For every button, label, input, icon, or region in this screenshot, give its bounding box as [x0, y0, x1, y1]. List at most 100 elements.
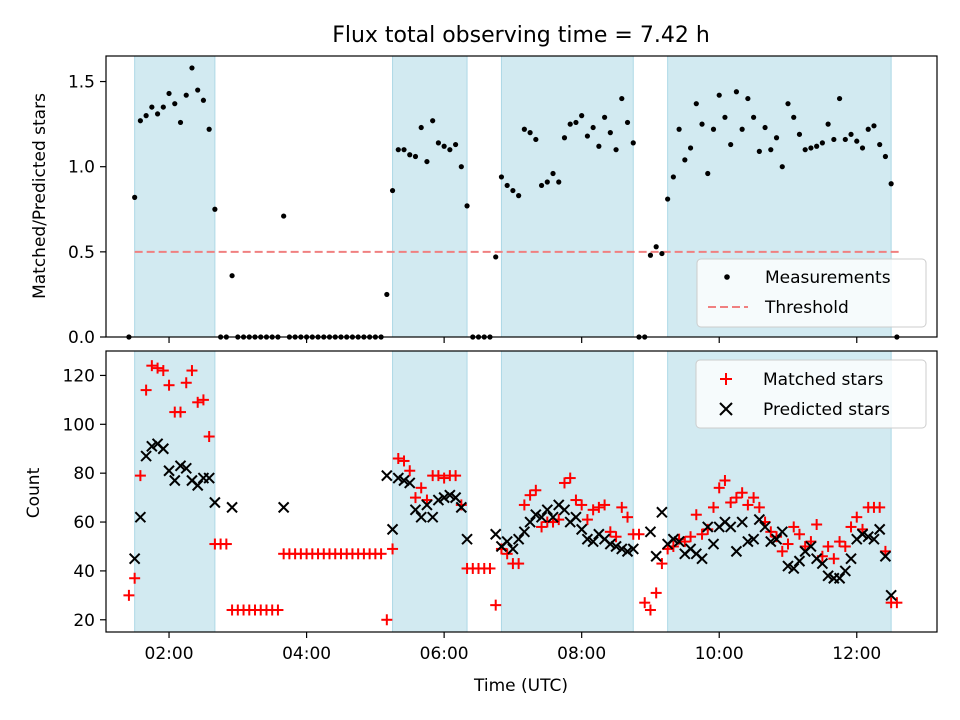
matched-star-marker — [845, 521, 857, 533]
predicted-star-marker — [570, 511, 582, 523]
matched-star-marker — [381, 614, 393, 626]
predicted-star-marker — [644, 526, 657, 538]
matched-star-marker — [736, 487, 748, 499]
y-tick-label: 40 — [73, 562, 95, 582]
measurement-point — [389, 187, 396, 194]
matched-star-marker — [748, 492, 760, 504]
measurement-point — [882, 153, 889, 160]
predicted-star-marker — [747, 533, 760, 545]
matched-star-marker — [501, 548, 513, 560]
matched-star-marker — [415, 482, 427, 494]
measurement-point — [831, 136, 837, 143]
predicted-star-marker — [507, 543, 519, 555]
predicted-star-marker — [398, 474, 410, 487]
measurement-point — [493, 254, 499, 260]
measurement-point — [579, 113, 585, 119]
measurement-point — [808, 145, 814, 151]
measurement-point — [458, 164, 464, 170]
matched-star-marker — [513, 558, 525, 570]
measurement-point — [590, 124, 596, 131]
predicted-star-marker — [163, 465, 175, 477]
matched-star-marker — [828, 553, 840, 565]
measurement-point — [177, 119, 184, 126]
predicted-star-marker — [386, 523, 399, 536]
measurement-point — [195, 87, 201, 93]
matched-star-marker — [152, 362, 164, 374]
matched-star-marker — [822, 540, 834, 552]
chart-title: Flux total observing time = 7.42 h — [332, 23, 710, 48]
predicted-star-marker — [776, 526, 788, 538]
matched-star-marker — [490, 599, 502, 611]
predicted-star-marker — [782, 560, 794, 572]
count-x-axis: 02:00 04:00 06:00 08:00 10:00 12:00 — [145, 632, 881, 664]
matched-star-marker — [793, 528, 805, 540]
measurement-point — [659, 250, 665, 257]
measurement-point — [773, 135, 780, 141]
matched-star-marker — [604, 526, 616, 538]
measurement-point — [430, 118, 436, 124]
ratio-x-ticks — [168, 337, 858, 343]
matched-star-marker — [782, 538, 794, 550]
matched-star-marker — [192, 396, 204, 408]
measurement-point — [762, 124, 768, 131]
measurement-point — [647, 252, 654, 258]
measurement-point — [596, 143, 602, 149]
x-tick-label: 08:00 — [557, 644, 606, 664]
predicted-star-marker — [518, 526, 531, 538]
measurement-point — [602, 114, 608, 120]
predicted-star-marker — [879, 550, 892, 562]
x-tick-label: 04:00 — [282, 644, 331, 664]
measurement-point — [189, 65, 195, 71]
matched-star-marker — [707, 501, 719, 513]
measurement-point — [407, 152, 413, 158]
measurement-point — [768, 147, 774, 153]
predicted-star-marker — [134, 511, 147, 523]
count-panel: 20 40 60 80 100 120 02:00 04:00 06:00 08:00 10:00… — [24, 350, 938, 696]
predicted-star-marker — [404, 477, 416, 489]
matched-star-marker — [685, 531, 697, 543]
predicted-star-marker — [174, 460, 187, 472]
measurement-point — [665, 196, 671, 202]
measurement-point — [206, 126, 212, 132]
matched-star-marker — [742, 499, 754, 511]
predicted-star-marker — [421, 499, 433, 511]
ratio-plot-frame — [105, 55, 938, 338]
measurement-point — [281, 213, 287, 219]
x-tick-label: 06:00 — [420, 644, 469, 664]
predicted-star-marker — [128, 552, 141, 565]
predicted-star-marker — [667, 533, 680, 545]
matched-star-marker — [834, 536, 846, 548]
predicted-star-marker — [203, 472, 215, 484]
measurement-point — [212, 206, 218, 212]
matched-star-marker — [392, 453, 404, 465]
measurement-point — [401, 147, 407, 153]
ratio-y-axis: 0.0 0.5 1.0 1.5 — [68, 73, 106, 348]
matched-star-marker — [438, 472, 450, 484]
predicted-star-marker — [277, 501, 290, 514]
predicted-star-marker — [209, 496, 221, 509]
predicted-star-marker — [512, 533, 525, 545]
predicted-star-marker — [180, 462, 192, 474]
measurement-point — [149, 104, 155, 110]
y-tick-label: 60 — [73, 513, 95, 533]
matched-star-marker — [593, 501, 605, 513]
measurement-point — [751, 114, 757, 120]
x-axis-label: Time (UTC) — [473, 676, 568, 696]
measurement-point — [183, 92, 189, 98]
measurement-point — [814, 143, 820, 149]
measurement-point — [624, 119, 631, 126]
count-plot-frame — [105, 350, 938, 633]
matched-star-marker — [753, 501, 765, 513]
matched-star-marker — [432, 470, 444, 482]
count-y-label: Count — [24, 467, 44, 518]
measurement-point — [154, 111, 161, 117]
predicted-star-marker — [673, 535, 685, 548]
measurement-point — [705, 170, 711, 177]
predicted-star-marker — [444, 489, 456, 501]
matched-star-marker — [129, 572, 141, 584]
measurement-point — [710, 126, 717, 132]
measurement-point — [447, 147, 453, 153]
matched-star-marker — [450, 470, 462, 482]
predicted-star-marker — [226, 501, 238, 514]
matched-star-marker — [576, 499, 588, 511]
